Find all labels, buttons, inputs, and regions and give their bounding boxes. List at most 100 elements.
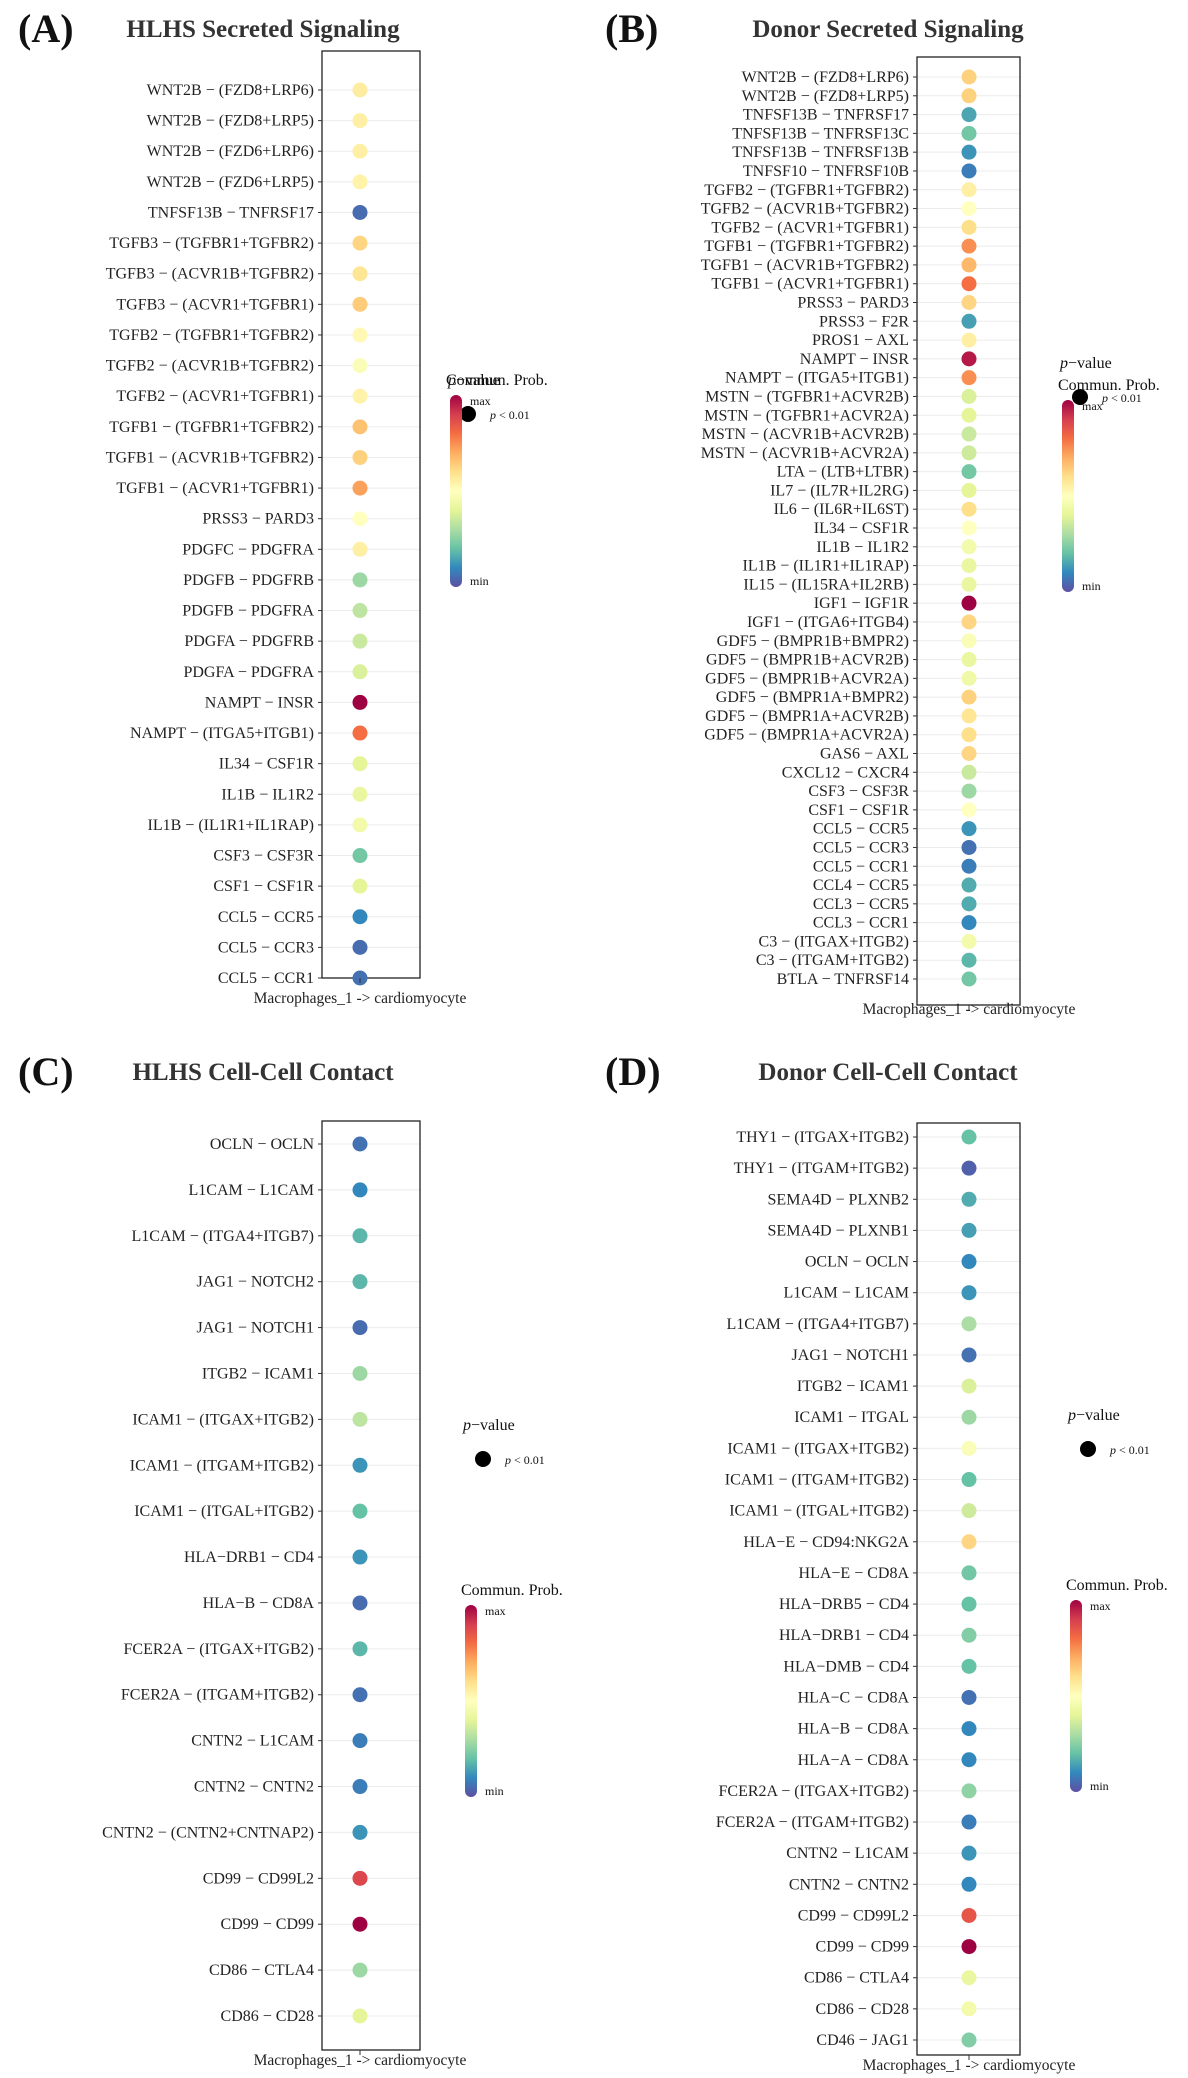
y-tick-label: ICAM1 − (ITGAL+ITGB2) bbox=[134, 1503, 314, 1520]
data-point bbox=[961, 332, 977, 348]
data-point bbox=[961, 558, 977, 574]
y-tick-label: MSTN − (TGFBR1+ACVR2A) bbox=[704, 407, 909, 424]
y-tick-label: PDGFB − PDGFRB bbox=[183, 572, 314, 589]
data-point bbox=[961, 351, 977, 367]
y-tick-label: PDGFA − PDGFRA bbox=[183, 664, 314, 681]
y-tick-label: CCL5 − CCR5 bbox=[218, 909, 314, 926]
data-point bbox=[352, 541, 368, 557]
data-point bbox=[961, 633, 977, 649]
y-tick-label: CCL5 − CCR3 bbox=[218, 939, 314, 956]
y-tick-label: C3 − (ITGAX+ITGB2) bbox=[759, 933, 909, 950]
y-tick-label: TGFB2 − (ACVR1B+TGFBR2) bbox=[701, 201, 909, 218]
y-tick-label-highlighted: IL6 − (IL6R+IL6ST) bbox=[774, 501, 909, 518]
data-point bbox=[352, 1962, 368, 1978]
y-tick-label: GDF5 − (BMPR1A+ACVR2B) bbox=[705, 708, 909, 725]
y-tick-label: HLA−DRB5 − CD4 bbox=[779, 1596, 909, 1613]
data-point bbox=[961, 1783, 977, 1799]
panel-title: Donor Secreted Signaling bbox=[752, 16, 1024, 43]
colorbar-max-label: max bbox=[1090, 1599, 1111, 1613]
y-tick-label: NAMPT − (ITGA5+ITGB1) bbox=[130, 725, 314, 742]
y-tick-label: CNTN2 − (CNTN2+CNTNAP2) bbox=[102, 1824, 314, 1841]
panel-title: Donor Cell-Cell Contact bbox=[758, 1059, 1018, 1086]
y-tick-label: CXCL12 − CXCR4 bbox=[782, 764, 909, 781]
data-point bbox=[961, 464, 977, 480]
y-tick-label: TNFSF10 − TNFRSF10B bbox=[743, 163, 909, 180]
data-point bbox=[352, 204, 368, 220]
y-tick-label: TGFB2 − (ACVR1+TGFBR1) bbox=[711, 219, 909, 236]
data-point bbox=[352, 664, 368, 680]
x-tick-label: Macrophages_1 -> cardiomyocyte bbox=[254, 2052, 467, 2069]
panel-b: (B) Donor Secreted Signaling WNT2B − (FZD8… bbox=[605, 6, 1160, 1018]
pvalue-legend-item: p < 0.01 bbox=[1109, 1443, 1150, 1457]
pvalue-legend-title: p−value bbox=[447, 372, 500, 389]
data-point bbox=[961, 1534, 977, 1550]
y-tick-label: GDF5 − (BMPR1B+ACVR2B) bbox=[706, 652, 909, 669]
x-tick-label: Macrophages_1 -> cardiomyocyte bbox=[863, 1001, 1076, 1018]
y-tick-label: TGFB2 − (ACVR1+TGFBR1) bbox=[116, 388, 314, 405]
data-point bbox=[352, 1641, 368, 1657]
y-tick-label: CCL5 − CCR1 bbox=[218, 970, 314, 987]
y-tick-label: HLA−B − CD8A bbox=[798, 1721, 910, 1738]
y-tick-label: L1CAM − L1CAM bbox=[784, 1285, 909, 1302]
y-tick-label: IL1B − IL1R2 bbox=[221, 786, 314, 803]
y-tick-label-highlighted: GAS6 − AXL bbox=[820, 746, 909, 763]
y-tick-label: TGFB2 − (TGFBR1+TGFBR2) bbox=[704, 182, 909, 199]
y-tick-label: CD86 − CD28 bbox=[221, 2008, 314, 2025]
y-tick-label: WNT2B − (FZD6+LRP5) bbox=[147, 174, 314, 191]
colorbar-min-label: min bbox=[1082, 579, 1101, 593]
data-point bbox=[352, 1411, 368, 1427]
y-tick-label: OCLN − OCLN bbox=[210, 1136, 315, 1153]
colorbar-min-label: min bbox=[485, 1784, 504, 1798]
y-tick-label: PROS1 − AXL bbox=[812, 332, 909, 349]
data-point bbox=[352, 113, 368, 129]
data-point bbox=[352, 817, 368, 833]
y-tick-label: TNFSF13B − TNFRSF13C bbox=[732, 125, 909, 142]
y-tick-label: CCL3 − CCR1 bbox=[813, 915, 909, 932]
data-point bbox=[961, 1191, 977, 1207]
data-point bbox=[961, 370, 977, 386]
colorbar bbox=[1062, 400, 1074, 592]
data-point bbox=[352, 725, 368, 741]
y-tick-label: JAG1 − NOTCH1 bbox=[792, 1347, 909, 1364]
y-tick-label: PDGFB − PDGFRA bbox=[182, 603, 314, 620]
y-tick-label: FCER2A − (ITGAX+ITGB2) bbox=[719, 1783, 909, 1800]
data-point bbox=[961, 276, 977, 292]
data-point bbox=[961, 1814, 977, 1830]
x-tick-label: Macrophages_1 -> cardiomyocyte bbox=[254, 990, 467, 1007]
y-tick-label: MSTN − (ACVR1B+ACVR2B) bbox=[702, 426, 909, 443]
y-tick-label: L1CAM − (ITGA4+ITGB7) bbox=[132, 1228, 314, 1245]
y-tick-label: TNFSF13B − TNFRSF17 bbox=[148, 204, 314, 221]
y-tick-label: TNFSF13B − TNFRSF17 bbox=[743, 107, 909, 124]
data-point bbox=[352, 449, 368, 465]
data-point bbox=[352, 1503, 368, 1519]
y-tick-label: CSF1 − CSF1R bbox=[808, 802, 909, 819]
data-point bbox=[352, 1687, 368, 1703]
y-tick-label: CD99 − CD99 bbox=[816, 1939, 909, 1956]
data-point bbox=[352, 358, 368, 374]
y-tick-label: WNT2B − (FZD6+LRP6) bbox=[147, 143, 314, 160]
y-tick-label-highlighted: L1CAM − (ITGA4+ITGB7) bbox=[727, 1316, 909, 1333]
y-tick-label: PDGFA − PDGFRB bbox=[184, 633, 314, 650]
data-point bbox=[961, 1409, 977, 1425]
prob-legend-title: Commun. Prob. bbox=[461, 1582, 563, 1599]
data-point bbox=[352, 1228, 368, 1244]
data-point bbox=[961, 313, 977, 329]
y-tick-label: CD86 − CTLA4 bbox=[804, 1970, 909, 1987]
data-point bbox=[352, 266, 368, 282]
legend: p−value p < 0.01 Commun. Prob. max min bbox=[461, 1417, 563, 1798]
plot-frame bbox=[321, 1120, 421, 2051]
data-point bbox=[961, 1845, 977, 1861]
data-point bbox=[961, 746, 977, 761]
data-point bbox=[961, 257, 977, 273]
y-tick-label: IL34 − CSF1R bbox=[814, 520, 910, 537]
y-tick-label: CCL4 − CCR5 bbox=[813, 877, 909, 894]
y-tick-label: LTA − (LTB+LTBR) bbox=[777, 464, 909, 481]
data-point bbox=[352, 82, 368, 98]
data-point bbox=[352, 1595, 368, 1611]
data-point bbox=[961, 1752, 977, 1768]
data-point bbox=[961, 107, 977, 123]
data-point bbox=[961, 595, 977, 611]
legend: p−value p < 0.01 Commun. Prob. max min bbox=[1066, 1407, 1168, 1793]
data-point bbox=[961, 501, 977, 517]
pvalue-legend-dot bbox=[1072, 389, 1088, 405]
